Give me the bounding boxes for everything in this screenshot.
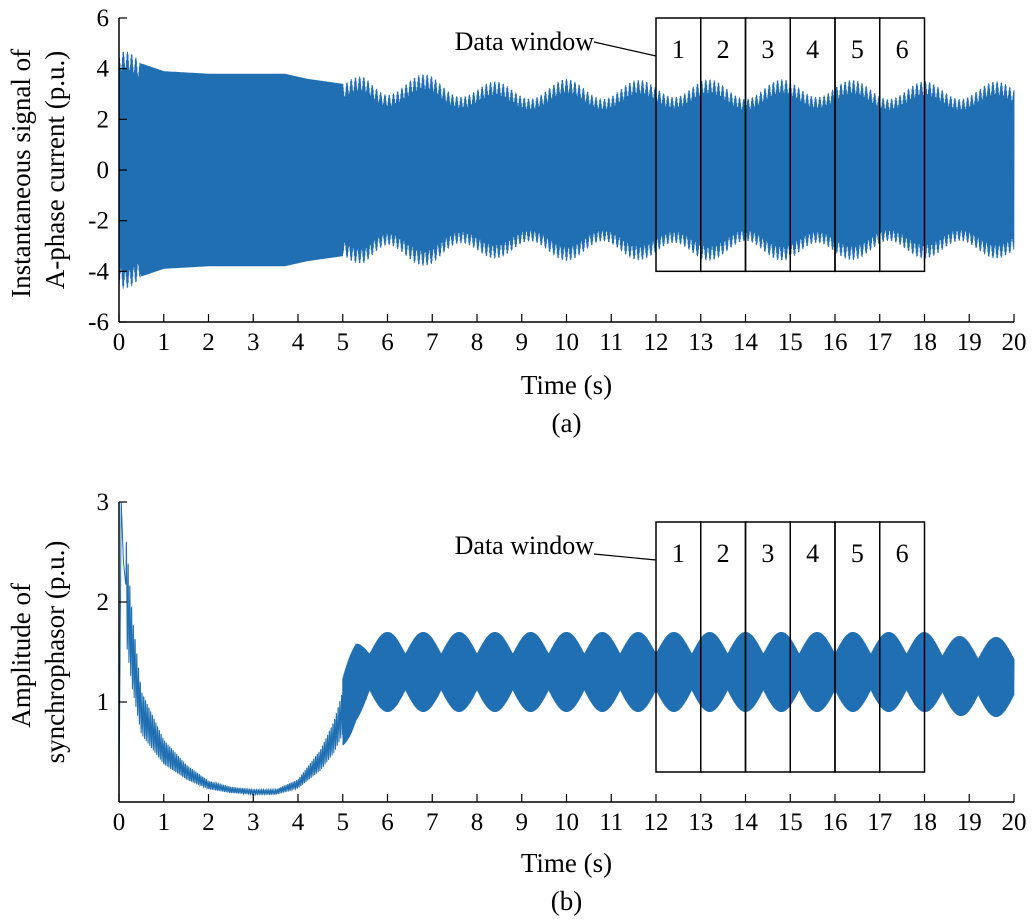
panel-b-x-tick-label: 15 [778, 809, 803, 836]
panel-b-signal-trace [118, 501, 1015, 803]
panel-b-data-window-number: 4 [806, 539, 819, 568]
panel-b-x-tick-label: 5 [337, 809, 350, 836]
panel-b-x-tick-label: 16 [823, 809, 848, 836]
panel-b-x-tick-label: 14 [733, 809, 759, 836]
panel-b-x-tick-label: 0 [113, 809, 126, 836]
panel-a-y-ticks: -6 -4 -2 0 2 4 6 [88, 5, 127, 336]
panel-b-x-axis-label: Time (s) [521, 848, 612, 878]
panel-a-caption: (a) [552, 408, 582, 438]
panel-b-data-window-boxes: 1 2 3 4 5 6 [655, 521, 926, 773]
panel-b-x-ticks: 0 1 2 3 4 5 6 7 8 9 10 11 12 13 14 15 16 17 18 19 20 [113, 794, 1027, 836]
panel-a-x-tick-label: 3 [247, 329, 260, 356]
panel-b-data-window-number: 6 [896, 539, 909, 568]
panel-a-data-window-number: 5 [851, 35, 864, 64]
panel-a-y-tick-label: 4 [97, 56, 110, 83]
panel-a-y-tick-label: -4 [88, 258, 109, 285]
panel-a-x-tick-label: 1 [158, 329, 171, 356]
panel-a-x-tick-label: 7 [426, 329, 439, 356]
panel-a-x-tick-label: 17 [867, 329, 892, 356]
panel-a-data-window-number: 2 [717, 35, 730, 64]
panel-b-x-tick-label: 7 [426, 809, 439, 836]
panel-b-data-window-number: 5 [851, 539, 864, 568]
panel-b-data-window-box-6 [879, 521, 926, 773]
panel-a-data-window-number: 6 [896, 35, 909, 64]
panel-b-x-tick-label: 17 [867, 809, 892, 836]
panel-b-data-window-number: 2 [717, 539, 730, 568]
panel-b-y-ticks: 1 2 3 [97, 489, 127, 716]
panel-a-x-axis-label: Time (s) [521, 370, 612, 400]
panel-b-caption: (b) [551, 886, 582, 916]
panel-b-x-tick-label: 6 [381, 809, 394, 836]
panel-a-x-tick-label: 14 [733, 329, 759, 356]
panel-a-x-tick-label: 0 [113, 329, 126, 356]
panel-a-x-tick-label: 11 [599, 329, 623, 356]
panel-b-data-window-leader [593, 553, 657, 561]
panel-a-x-tick-label: 19 [957, 329, 982, 356]
panel-a-y-axis-label-line-1: Instantaneous signal of [6, 49, 36, 298]
panel-a-data-window-number: 4 [806, 35, 819, 64]
panel-a-y-tick-label: 6 [97, 5, 110, 32]
panel-a-x-tick-label: 2 [202, 329, 215, 356]
panel-a-x-tick-label: 4 [292, 329, 305, 356]
panel-b-x-tick-label: 8 [471, 809, 484, 836]
panel-a-y-tick-label: -2 [88, 208, 109, 235]
panel-b-y-axis-label-line-2: synchrophasor (p.u.) [40, 541, 70, 764]
panel-b-x-tick-label: 2 [202, 809, 215, 836]
panel-a-x-tick-label: 18 [912, 329, 937, 356]
panel-b-x-tick-label: 3 [247, 809, 260, 836]
panel-b-y-tick-label: 1 [97, 689, 110, 716]
panel-a-x-tick-label: 10 [554, 329, 579, 356]
panel-b-data-window-number: 3 [761, 539, 774, 568]
panel-a-x-tick-label: 9 [516, 329, 529, 356]
panel-a-data-window-box-6 [879, 17, 926, 273]
panel-b-x-tick-label: 9 [516, 809, 529, 836]
panel-b-data-window-number: 1 [672, 539, 685, 568]
panel-b-y-tick-label: 3 [97, 489, 110, 516]
panel-a-x-tick-label: 20 [1002, 329, 1027, 356]
panel-a-x-tick-label: 12 [644, 329, 669, 356]
panel-b-x-tick-label: 1 [158, 809, 171, 836]
panel-b-x-tick-label: 10 [554, 809, 579, 836]
panel-a-x-tick-label: 8 [471, 329, 484, 356]
panel-b-data-window-label: Data window [455, 531, 595, 560]
panel-b-x-tick-label: 18 [912, 809, 937, 836]
panel-a-y-tick-label: 2 [97, 106, 110, 133]
panel-a-x-tick-label: 16 [823, 329, 848, 356]
panel-a-y-tick-label: 0 [97, 157, 110, 184]
panel-b-x-tick-label: 13 [688, 809, 713, 836]
panel-a-data-window-number: 3 [761, 35, 774, 64]
panel-b-y-axis-label: Amplitude of synchrophasor (p.u.) [6, 541, 70, 764]
panel-a-x-tick-label: 6 [381, 329, 394, 356]
panel-b-x-tick-label: 11 [599, 809, 623, 836]
panel-a-data-window-label: Data window [455, 27, 595, 56]
panel-a-x-ticks: 0 1 2 3 4 5 6 7 8 9 10 11 12 13 14 15 16 17 18 19 20 [113, 314, 1027, 356]
panel-b-x-tick-label: 12 [644, 809, 669, 836]
panel-b-y-tick-label: 2 [97, 589, 110, 616]
panel-b-y-axis-label-line-1: Amplitude of [6, 583, 36, 728]
panel-b-x-tick-label: 4 [292, 809, 305, 836]
panel-a-y-axis-label-line-2: A-phase current (p.u.) [40, 51, 70, 289]
panel-a-data-window-number: 1 [672, 35, 685, 64]
panel-a-y-tick-label: -6 [88, 309, 109, 336]
panel-a-y-axis-label: Instantaneous signal of A-phase current … [6, 42, 70, 298]
panel-b-x-tick-label: 20 [1002, 809, 1027, 836]
panel-b-x-tick-label: 19 [957, 809, 982, 836]
panel-a-x-tick-label: 13 [688, 329, 713, 356]
panel-a-data-window-boxes: 1 2 3 4 5 6 [655, 17, 926, 273]
panel-a-x-tick-label: 5 [337, 329, 350, 356]
panel-a-data-window-leader [593, 41, 657, 57]
panel-a-x-tick-label: 15 [778, 329, 803, 356]
panel-a-signal-trace [118, 51, 1015, 289]
